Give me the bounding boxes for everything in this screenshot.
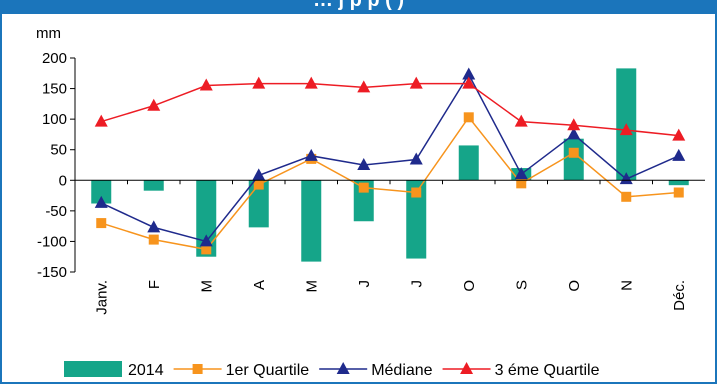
series-line-1er-quartile [101, 116, 679, 251]
series-line-m-diane [100, 72, 680, 243]
bar-2014 [248, 180, 269, 228]
title-bar: … j p p ( ) [0, 0, 717, 14]
legend-marker-m-diane [336, 362, 350, 374]
point-3-me-quartile [199, 78, 213, 91]
point-1er-quartile [96, 218, 107, 229]
point-1er-quartile [201, 244, 212, 255]
point-m-diane [199, 234, 213, 247]
y-tick-label: 50 [50, 142, 67, 159]
legend-marker-3-me-quartile [460, 362, 474, 374]
y-tick-label: -100 [37, 233, 67, 250]
y-tick-label: 0 [59, 172, 67, 189]
legend-marker-1er-quartile [192, 364, 203, 374]
point-1er-quartile [411, 187, 422, 198]
point-1er-quartile [358, 182, 369, 193]
point-1er-quartile [621, 191, 632, 202]
point-1er-quartile [463, 112, 474, 123]
chart-title: … j p p ( ) [312, 0, 405, 11]
legend-label-m-diane: Médiane [371, 362, 432, 379]
bar-2014 [406, 180, 427, 259]
point-3-me-quartile [619, 123, 633, 136]
point-m-diane [94, 195, 108, 208]
point-3-me-quartile [672, 128, 686, 141]
legend-swatch-2014 [64, 361, 122, 377]
y-tick-label: -150 [37, 264, 67, 281]
point-1er-quartile [253, 179, 264, 190]
x-tick-label: N [618, 280, 635, 291]
point-3-me-quartile [94, 114, 108, 127]
y-tick-label: 150 [42, 81, 67, 98]
point-m-diane [672, 148, 686, 161]
point-3-me-quartile [147, 98, 161, 111]
point-1er-quartile [148, 234, 159, 245]
line-series [94, 67, 686, 255]
bar-2014 [143, 180, 164, 191]
point-m-diane [514, 167, 528, 180]
point-m-diane [567, 127, 581, 140]
bar-2014 [196, 180, 217, 257]
point-3-me-quartile [304, 76, 318, 89]
point-m-diane [147, 220, 161, 233]
series-line-3-me-quartile [101, 82, 679, 137]
point-3-me-quartile [567, 118, 581, 131]
x-tick-label: F [146, 280, 163, 289]
x-tick-label: J [408, 280, 425, 288]
x-tick-label: O [566, 280, 583, 292]
point-3-me-quartile [514, 114, 528, 127]
point-3-me-quartile [409, 76, 423, 89]
x-tick-label: S [513, 280, 530, 290]
y-tick-label: 100 [42, 111, 67, 128]
y-unit-label: mm [36, 25, 61, 42]
point-m-diane [252, 168, 266, 181]
bar-2014 [91, 180, 112, 204]
bar-series [91, 68, 689, 262]
point-m-diane [409, 152, 423, 165]
bar-2014 [668, 180, 689, 186]
x-tick-label: O [461, 280, 478, 292]
x-tick-label: A [251, 280, 268, 290]
x-tick-label: J [356, 280, 373, 288]
point-3-me-quartile [462, 76, 476, 89]
axes: mm 200 150 100 50 0 -50 -100 -150 Janv. F M A M J J O S O N… [36, 25, 705, 315]
point-m-diane [462, 67, 476, 80]
point-3-me-quartile [357, 80, 371, 93]
legend-label-2014: 2014 [128, 362, 164, 379]
y-tick-label: 200 [42, 50, 67, 67]
x-tick-label: Janv. [93, 280, 110, 315]
point-1er-quartile [568, 147, 579, 158]
x-tick-label: M [303, 280, 320, 293]
point-1er-quartile [673, 187, 684, 198]
point-m-diane [304, 148, 318, 161]
bar-2014 [458, 145, 479, 181]
x-tick-label: M [198, 280, 215, 293]
bar-2014 [301, 180, 322, 262]
point-1er-quartile [516, 178, 527, 189]
point-m-diane [619, 172, 633, 185]
legend-label-3-me-quartile: 3 éme Quartile [495, 362, 600, 379]
legend: 2014 1er Quartile Médiane 3 éme Quartile [64, 361, 600, 379]
point-3-me-quartile [252, 76, 266, 89]
point-m-diane [357, 158, 371, 170]
legend-label-1er-quartile: 1er Quartile [226, 362, 310, 379]
x-tick-label: Déc. [671, 280, 688, 311]
y-tick-label: -50 [45, 203, 67, 220]
